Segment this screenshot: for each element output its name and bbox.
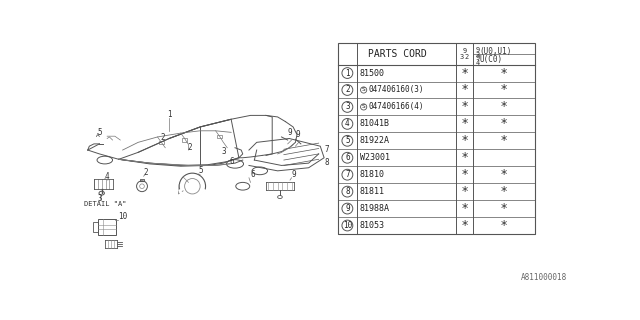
Text: A811000018: A811000018 <box>520 273 566 282</box>
Bar <box>217 135 222 138</box>
Text: *: * <box>461 117 468 130</box>
Text: 10: 10 <box>343 221 352 230</box>
Bar <box>182 139 187 141</box>
Text: 6: 6 <box>230 157 234 166</box>
Bar <box>98 219 116 235</box>
Text: 2: 2 <box>345 85 349 94</box>
Text: *: * <box>461 84 468 97</box>
Text: 5: 5 <box>198 166 204 175</box>
Text: 7: 7 <box>325 145 330 154</box>
Text: *: * <box>461 185 468 198</box>
Text: 9: 9 <box>296 130 300 139</box>
Text: *: * <box>501 202 507 215</box>
Text: 4: 4 <box>476 60 479 66</box>
Text: *: * <box>501 84 507 97</box>
Text: 81053: 81053 <box>360 221 385 230</box>
Text: 9: 9 <box>462 48 467 54</box>
Text: 4: 4 <box>105 172 109 180</box>
Text: 9: 9 <box>345 204 349 213</box>
Text: 1: 1 <box>167 110 172 119</box>
Text: 2: 2 <box>187 143 191 152</box>
Text: *: * <box>461 219 468 232</box>
Text: 81041B: 81041B <box>360 119 390 128</box>
Text: *: * <box>501 168 507 181</box>
Text: 2: 2 <box>143 168 148 178</box>
Text: *: * <box>461 67 468 80</box>
Text: 9: 9 <box>292 170 296 179</box>
Bar <box>338 43 535 234</box>
Text: 8: 8 <box>325 158 330 167</box>
Text: 3: 3 <box>222 147 227 156</box>
Text: 5: 5 <box>345 136 349 145</box>
Text: 1: 1 <box>345 68 349 77</box>
Text: *: * <box>501 117 507 130</box>
Text: 9: 9 <box>288 128 292 137</box>
Text: 81922A: 81922A <box>360 136 390 145</box>
Text: *: * <box>501 185 507 198</box>
Text: (U0,U1): (U0,U1) <box>479 47 511 56</box>
Text: 047406166(4): 047406166(4) <box>368 102 424 111</box>
Text: 2: 2 <box>465 54 469 60</box>
Text: 2: 2 <box>161 133 165 142</box>
Text: 6: 6 <box>250 170 255 179</box>
Text: 6: 6 <box>345 153 349 162</box>
Text: 10: 10 <box>118 212 127 221</box>
Text: 047406160(3): 047406160(3) <box>368 85 424 94</box>
Bar <box>159 141 164 144</box>
Text: 3: 3 <box>345 102 349 111</box>
Bar <box>93 222 98 232</box>
Text: 3: 3 <box>98 194 102 203</box>
Text: *: * <box>501 134 507 147</box>
Text: *: * <box>461 134 468 147</box>
Text: 3: 3 <box>476 52 479 58</box>
Text: 81811: 81811 <box>360 187 385 196</box>
Text: W23001: W23001 <box>360 153 390 162</box>
Text: 5: 5 <box>97 128 102 137</box>
Text: 81500: 81500 <box>360 68 385 77</box>
Text: DETAIL "A": DETAIL "A" <box>84 201 126 207</box>
Text: *: * <box>501 67 507 80</box>
Text: S: S <box>362 87 365 92</box>
Text: *: * <box>501 219 507 232</box>
Text: *: * <box>461 100 468 113</box>
Text: PARTS CORD: PARTS CORD <box>367 49 426 59</box>
Text: 9: 9 <box>476 55 479 61</box>
Text: 8: 8 <box>345 187 349 196</box>
Text: 81988A: 81988A <box>360 204 390 213</box>
Text: *: * <box>501 100 507 113</box>
Text: 3: 3 <box>460 54 464 60</box>
Text: *: * <box>461 168 468 181</box>
Text: *: * <box>461 151 468 164</box>
Text: 4: 4 <box>345 119 349 128</box>
Text: A: A <box>95 133 99 138</box>
Text: 9: 9 <box>476 47 479 53</box>
Text: S: S <box>362 104 365 109</box>
Text: U(C0): U(C0) <box>479 55 502 64</box>
Text: 81810: 81810 <box>360 170 385 179</box>
Text: *: * <box>461 202 468 215</box>
Text: 7: 7 <box>345 170 349 179</box>
